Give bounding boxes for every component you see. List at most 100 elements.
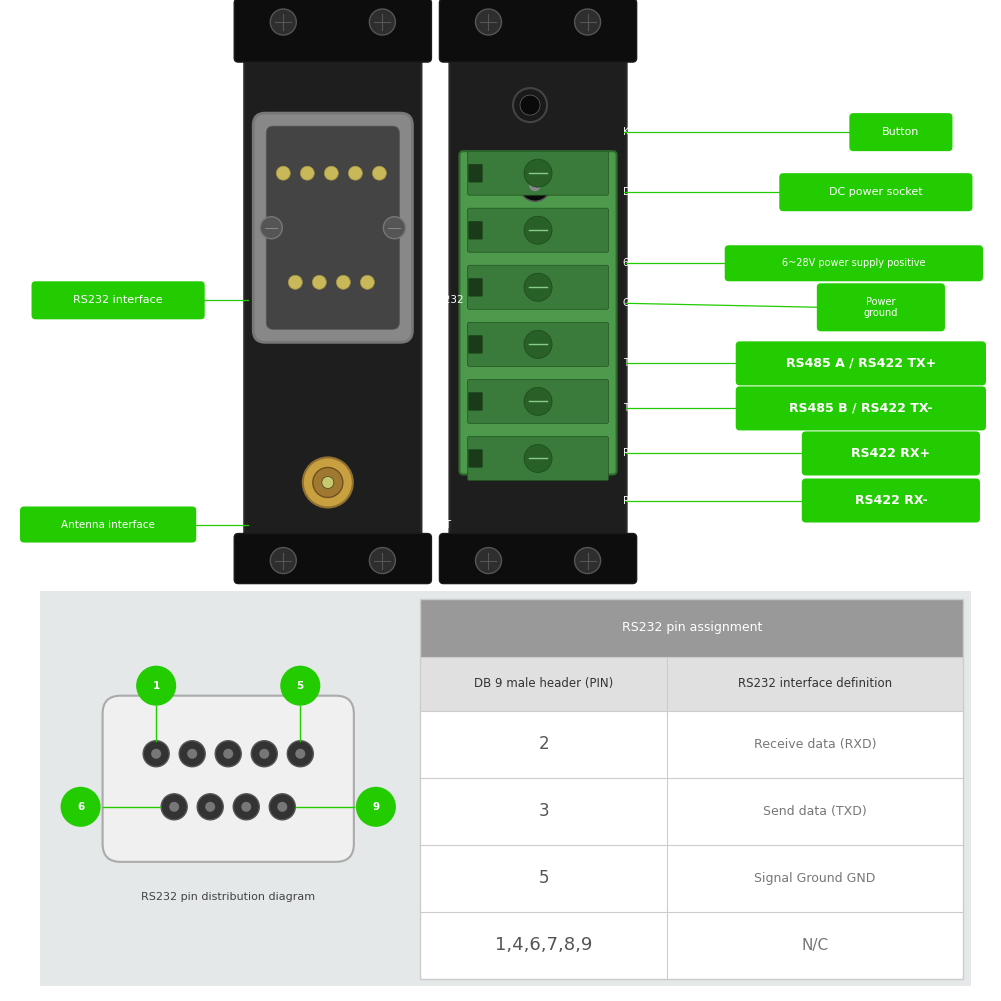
FancyBboxPatch shape (420, 845, 963, 912)
FancyBboxPatch shape (420, 599, 963, 657)
Text: 3: 3 (539, 803, 550, 820)
FancyBboxPatch shape (420, 912, 963, 979)
Text: 1,4,6,7,8,9: 1,4,6,7,8,9 (495, 937, 593, 954)
Circle shape (197, 794, 223, 820)
Text: 5: 5 (539, 870, 550, 887)
Circle shape (525, 444, 553, 472)
FancyBboxPatch shape (467, 379, 609, 423)
FancyBboxPatch shape (736, 386, 986, 430)
Circle shape (525, 387, 553, 415)
Text: TA: TA (623, 358, 635, 368)
Text: Send data (TXD): Send data (TXD) (763, 805, 867, 818)
Text: RS232 interface definition: RS232 interface definition (738, 678, 892, 690)
FancyBboxPatch shape (266, 126, 399, 329)
Circle shape (259, 749, 269, 759)
Circle shape (312, 467, 342, 497)
Circle shape (525, 273, 553, 301)
Text: Power
ground: Power ground (864, 296, 898, 318)
Circle shape (525, 159, 553, 187)
Circle shape (277, 802, 287, 812)
Circle shape (251, 741, 277, 767)
Circle shape (525, 330, 553, 358)
Circle shape (360, 275, 374, 289)
FancyBboxPatch shape (779, 173, 973, 211)
Circle shape (520, 169, 551, 201)
Circle shape (270, 9, 296, 35)
FancyBboxPatch shape (468, 278, 482, 296)
FancyBboxPatch shape (468, 449, 482, 467)
Circle shape (475, 9, 502, 35)
Circle shape (233, 794, 259, 820)
FancyBboxPatch shape (467, 151, 609, 195)
FancyBboxPatch shape (40, 591, 971, 986)
Circle shape (287, 741, 313, 767)
FancyBboxPatch shape (420, 711, 963, 778)
Text: 1: 1 (152, 681, 160, 691)
Text: RS485 B / RS422 TX-: RS485 B / RS422 TX- (789, 402, 933, 414)
Circle shape (348, 166, 362, 180)
FancyBboxPatch shape (439, 534, 637, 584)
Circle shape (521, 95, 541, 115)
Circle shape (270, 548, 296, 574)
Circle shape (356, 787, 395, 827)
Circle shape (151, 749, 161, 759)
Circle shape (136, 666, 176, 706)
FancyBboxPatch shape (31, 281, 205, 319)
FancyBboxPatch shape (103, 696, 354, 862)
Circle shape (525, 216, 553, 244)
FancyBboxPatch shape (467, 208, 609, 252)
Circle shape (369, 9, 395, 35)
Circle shape (295, 749, 305, 759)
FancyBboxPatch shape (736, 341, 986, 385)
Text: KEY: KEY (623, 127, 641, 137)
Circle shape (302, 457, 352, 508)
Text: Button: Button (882, 127, 920, 137)
Circle shape (276, 166, 290, 180)
Text: RS422 RX-: RS422 RX- (855, 494, 927, 507)
FancyBboxPatch shape (20, 507, 196, 543)
Text: 9: 9 (372, 802, 379, 812)
Circle shape (575, 9, 601, 35)
Circle shape (187, 749, 197, 759)
FancyBboxPatch shape (802, 431, 980, 475)
FancyBboxPatch shape (725, 245, 983, 281)
Text: 6: 6 (77, 802, 84, 812)
Text: Receive data (RXD): Receive data (RXD) (754, 738, 876, 751)
Circle shape (324, 166, 338, 180)
Circle shape (288, 275, 302, 289)
FancyBboxPatch shape (802, 478, 980, 523)
Text: Signal Ground GND: Signal Ground GND (755, 872, 876, 885)
Circle shape (143, 741, 169, 767)
FancyBboxPatch shape (499, 155, 566, 215)
FancyBboxPatch shape (817, 283, 945, 331)
Text: 6~28V: 6~28V (623, 258, 656, 268)
Circle shape (575, 548, 601, 574)
Text: ANT: ANT (430, 520, 451, 530)
FancyBboxPatch shape (467, 322, 609, 366)
Text: RS232: RS232 (430, 295, 464, 305)
FancyBboxPatch shape (459, 151, 617, 474)
Circle shape (161, 794, 187, 820)
Circle shape (529, 179, 541, 191)
FancyBboxPatch shape (468, 221, 482, 239)
Circle shape (513, 88, 547, 122)
FancyBboxPatch shape (468, 335, 482, 353)
Circle shape (312, 275, 326, 289)
FancyBboxPatch shape (0, 0, 1001, 591)
Circle shape (61, 787, 100, 827)
Circle shape (369, 548, 395, 574)
Text: RS232 pin distribution diagram: RS232 pin distribution diagram (141, 892, 315, 902)
Circle shape (280, 666, 320, 706)
FancyBboxPatch shape (468, 164, 482, 182)
Text: RA: RA (623, 448, 636, 458)
FancyBboxPatch shape (420, 778, 963, 845)
Text: N/C: N/C (802, 938, 829, 953)
FancyBboxPatch shape (439, 0, 637, 62)
FancyBboxPatch shape (420, 657, 963, 711)
Text: RS422 RX+: RS422 RX+ (851, 447, 931, 459)
FancyBboxPatch shape (234, 0, 431, 62)
Text: 5: 5 (296, 681, 304, 691)
Text: 2: 2 (539, 736, 550, 753)
Text: DB 9 male header (PIN): DB 9 male header (PIN) (474, 678, 614, 690)
Circle shape (260, 217, 282, 238)
